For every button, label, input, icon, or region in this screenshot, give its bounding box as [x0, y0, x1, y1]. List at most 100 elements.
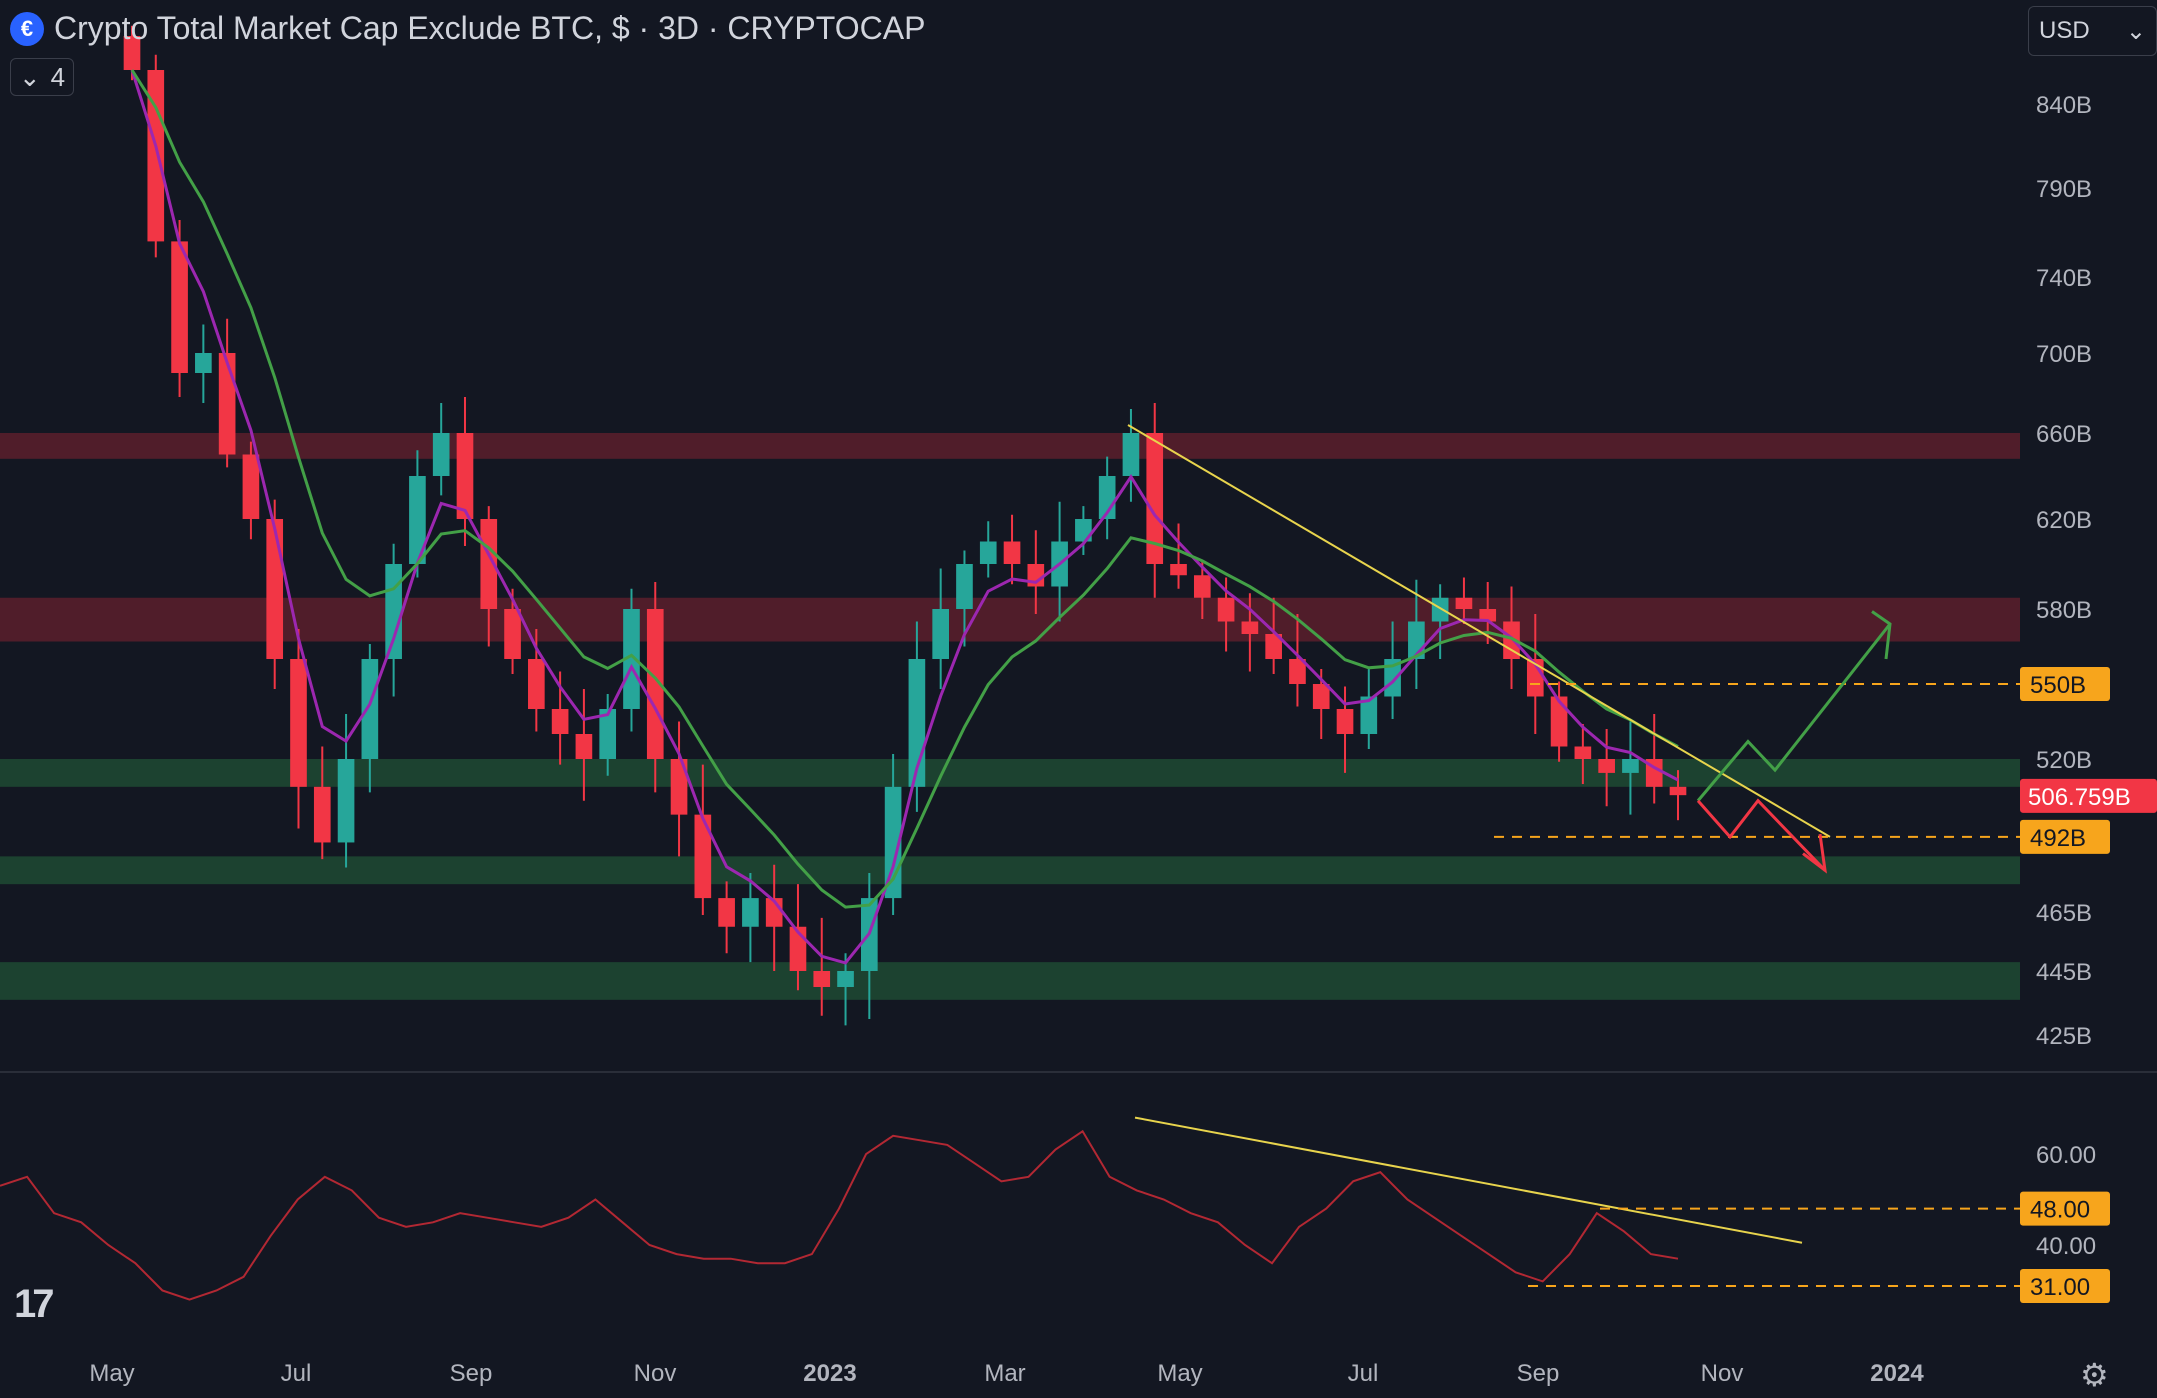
candle-body: [599, 709, 617, 759]
chart-header: € Crypto Total Market Cap Exclude BTC, $…: [10, 10, 925, 47]
price-axis-tick: 465B: [2036, 900, 2092, 927]
bullish-projection-arrow: [1696, 623, 1892, 802]
candle-body: [1312, 684, 1330, 709]
price-axis-tick: 580B: [2036, 597, 2092, 624]
gear-icon[interactable]: ⚙: [2080, 1357, 2109, 1393]
price-axis-tick: 520B: [2036, 747, 2092, 774]
candle-body: [456, 433, 474, 519]
candle-body: [1431, 597, 1449, 622]
candle-body: [123, 36, 141, 70]
candle-body: [1622, 759, 1639, 773]
time-axis-label: Sep: [1517, 1360, 1560, 1387]
candle-body: [290, 659, 307, 787]
candle-body: [575, 734, 593, 759]
candle-body: [646, 609, 664, 759]
ema-fast-line: [130, 69, 1679, 965]
candle-body: [147, 70, 165, 242]
candle-body: [1550, 696, 1568, 747]
price-axis-tick: 700B: [2036, 341, 2092, 368]
time-axis-label: 2024: [1870, 1360, 1924, 1387]
price-axis-tick: 620B: [2036, 507, 2092, 534]
oscillator-level-tag: 48.00: [2020, 1191, 2110, 1226]
candle-body: [1503, 621, 1520, 659]
candle-body: [1289, 659, 1306, 684]
price-axis-tick: 790B: [2036, 176, 2092, 203]
candle-body: [1003, 541, 1021, 564]
oscillator-level-tag-label: 48.00: [2030, 1197, 2090, 1224]
caret-down-icon: ⌄: [2125, 17, 2146, 45]
candle-body: [1122, 433, 1140, 476]
candle-body: [480, 519, 498, 609]
support-zone: [0, 759, 2020, 787]
candle-body: [551, 709, 569, 734]
indicators-collapse-button[interactable]: ⌄ 4: [10, 58, 74, 96]
candle-body: [432, 433, 450, 476]
price-axis-tick: 660B: [2036, 421, 2092, 448]
candle-body: [337, 759, 355, 843]
price-axis-tick: 445B: [2036, 959, 2092, 986]
candle-body: [1193, 575, 1211, 598]
candle-body: [504, 609, 521, 659]
candle-body: [1217, 597, 1235, 622]
level-tag-label: 550B: [2030, 672, 2086, 699]
candle-body: [694, 814, 712, 899]
indicator-count: 4: [50, 61, 66, 92]
candle-body: [1479, 609, 1497, 622]
candle-body: [218, 353, 236, 455]
candle-body: [837, 971, 854, 987]
time-axis-label: Nov: [634, 1360, 677, 1387]
time-axis-label: Sep: [450, 1360, 493, 1387]
support-zone: [0, 962, 2020, 1000]
resistance-zone: [0, 433, 2020, 459]
candle-body: [1574, 746, 1592, 759]
oscillator-trendline: [1134, 1116, 1803, 1244]
candle-body: [932, 609, 950, 659]
candle-body: [266, 519, 284, 659]
price-axis-tick: 425B: [2036, 1023, 2092, 1050]
currency-value: USD: [2039, 17, 2090, 44]
oscillator-level-tag: 31.00: [2020, 1268, 2110, 1303]
oscillator-axis-tick: 40.00: [2036, 1233, 2096, 1260]
time-axis-label: May: [89, 1360, 134, 1387]
level-tag: 492B: [2020, 819, 2110, 854]
candle-body: [242, 454, 260, 519]
resistance-zone: [0, 597, 2020, 642]
price-axis-tick: 840B: [2036, 92, 2092, 119]
time-axis-label: Jul: [1348, 1360, 1379, 1387]
candle-body: [361, 659, 379, 759]
candle-body: [385, 564, 402, 659]
candle-body: [979, 541, 997, 564]
oscillator-level-tag-label: 31.00: [2030, 1274, 2090, 1301]
bullish-arrow-head: [1871, 610, 1892, 660]
price-axis-tick: 740B: [2036, 265, 2092, 292]
time-axis-label: Jul: [281, 1360, 312, 1387]
tradingview-logo-icon[interactable]: 17: [14, 1282, 54, 1326]
candle-body: [1241, 621, 1259, 634]
oscillator-line: [0, 1129, 1679, 1301]
time-axis-label: Mar: [984, 1360, 1025, 1387]
last-price-tag: 506.759B: [2020, 778, 2157, 813]
chevron-down-icon: ⌄: [18, 61, 41, 92]
candle-body: [1384, 659, 1401, 697]
descending-trendline: [1127, 424, 1831, 838]
candle-body: [1146, 433, 1164, 564]
candle-body: [1669, 786, 1687, 796]
currency-select[interactable]: USD ⌄: [2028, 6, 2157, 56]
candle-body: [1265, 634, 1282, 659]
candle-body: [313, 786, 331, 843]
candle-body: [528, 659, 545, 709]
candle-body: [813, 971, 831, 987]
last-price-label: 506.759B: [2028, 784, 2131, 811]
symbol-title[interactable]: Crypto Total Market Cap Exclude BTC, $ ·…: [54, 10, 926, 46]
bearish-arrow-head: [1802, 833, 1827, 874]
candle-body: [670, 759, 688, 815]
candle-body: [956, 564, 973, 609]
bearish-projection-arrow: [1696, 798, 1827, 872]
level-tag-label: 492B: [2030, 825, 2086, 852]
time-axis-label: 2023: [803, 1360, 856, 1387]
time-axis-label: Nov: [1701, 1360, 1744, 1387]
candle-body: [1455, 597, 1473, 609]
candle-body: [718, 898, 735, 927]
candle-body: [1336, 709, 1354, 734]
